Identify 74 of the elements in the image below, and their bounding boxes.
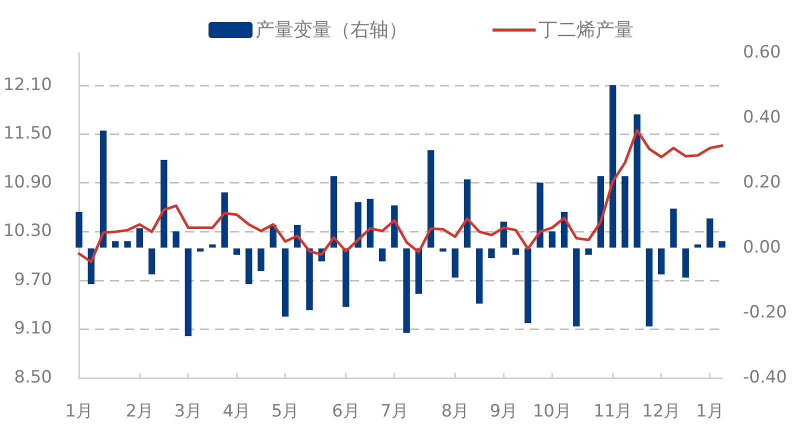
bar [282,248,289,317]
y-tick-label: 9.70 [14,270,52,290]
bar [246,248,252,284]
bar [209,244,216,248]
bar [670,208,677,248]
y2-tick-label: 0.00 [743,237,781,258]
y2-tick-label: -0.40 [743,367,787,388]
y2-tick-label: 0.20 [743,172,781,192]
x-tick-label: 9月 [490,402,518,422]
bar [524,248,532,324]
bar [100,130,107,248]
bar [136,228,143,248]
x-tick-label: 2月 [126,402,154,422]
bar [536,182,544,248]
bar [634,114,640,248]
bar [148,248,156,274]
x-tick-label: 4月 [222,402,251,422]
bar [476,248,483,304]
y-tick-label: 12.10 [3,74,52,95]
x-tick-label: 12月 [642,402,681,422]
x-tick-label: 7月 [380,402,408,422]
bar [124,241,131,248]
bar [354,202,362,248]
bar [464,179,471,248]
x-tick-label: 6月 [332,402,360,422]
bar [512,248,520,255]
x-tick-label: 5月 [271,402,300,422]
x-tick-label: 1月 [65,402,93,422]
y-tick-label: 8.50 [14,367,52,388]
y2-tick-label: -0.20 [743,302,787,322]
y-tick-label: 10.30 [3,221,52,242]
y2-tick-label: 0.60 [743,42,781,62]
bar [440,248,446,252]
y-tick-label: 9.10 [14,318,52,339]
bar [233,248,240,255]
bar [415,248,422,294]
bar [172,231,180,248]
y-tick-label: 11.50 [3,124,52,144]
bar [160,160,168,248]
bar [609,85,616,248]
y-tick-label: 10.90 [3,172,52,192]
legend-label: 产量变量（右轴） [256,18,408,41]
bar [196,248,204,252]
bar [646,248,653,326]
bar [682,248,689,278]
bar [658,248,665,274]
bar [76,212,82,248]
bar [694,244,702,248]
bar [378,248,386,262]
x-tick-label: 3月 [174,402,202,422]
bar [258,248,264,272]
bar [403,248,410,333]
x-tick-label: 11月 [593,402,632,422]
bar [330,176,338,248]
y2-tick-label: 0.40 [743,107,781,128]
bar [342,248,350,307]
bar [488,248,495,258]
bar [306,248,313,310]
x-tick-label: 1月 [696,402,724,422]
bar [718,241,726,248]
x-tick-label: 10月 [532,402,572,422]
bar [366,198,374,248]
bar [428,150,434,248]
bar [622,176,628,248]
bar [221,192,228,248]
bar [706,218,714,248]
bar [585,248,592,255]
bar [573,248,580,326]
legend-label: 丁二烯产量 [538,18,634,41]
bar [452,248,458,278]
bar [184,248,192,336]
bar [112,241,119,248]
x-tick-label: 8月 [441,402,470,422]
bar [548,231,556,248]
